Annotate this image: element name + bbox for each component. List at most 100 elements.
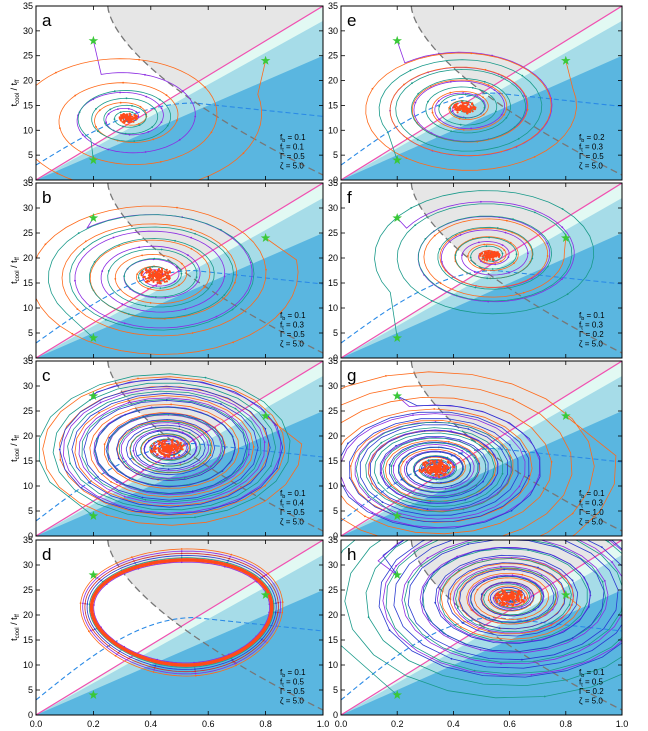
- start-star-0: [88, 391, 99, 400]
- attractor-core-point: [119, 118, 122, 122]
- y-tick-label: 5: [333, 328, 338, 338]
- trajectory-marker: [406, 137, 408, 140]
- y-tick-label: 35: [23, 178, 33, 188]
- attractor-core-point: [444, 472, 447, 475]
- attractor-core-point: [156, 281, 159, 284]
- start-star-0: [392, 570, 402, 579]
- trajectory-marker: [83, 248, 85, 251]
- dark-region-overlay: [341, 55, 622, 180]
- attractor-core-point: [521, 600, 524, 603]
- trajectory-marker: [480, 593, 483, 596]
- param-sub: t: [581, 504, 583, 510]
- trajectory-marker: [480, 200, 482, 203]
- trajectory-marker: [178, 425, 181, 428]
- trajectory-marker: [135, 111, 138, 113]
- attractor-core-point: [168, 455, 171, 458]
- trajectory-marker: [147, 287, 149, 290]
- trajectory-marker: [74, 94, 77, 97]
- trajectory-marker: [270, 465, 272, 467]
- param-value: = 0.5: [284, 152, 305, 161]
- trajectory-marker: [144, 498, 147, 501]
- y-tick-label: 15: [23, 456, 33, 466]
- param-value: = 0.5: [284, 687, 305, 696]
- trajectory-marker: [190, 247, 193, 250]
- trajectory-marker: [74, 279, 76, 282]
- trajectory-marker: [127, 107, 130, 110]
- trajectory-marker: [510, 509, 513, 512]
- trajectory-marker: [131, 556, 133, 559]
- trajectory-marker: [277, 601, 280, 604]
- trajectory-marker: [191, 490, 194, 493]
- trajectory-2: [88, 557, 275, 668]
- trajectory-marker: [122, 457, 125, 460]
- trajectory-marker: [479, 648, 482, 651]
- attractor-core-point: [175, 446, 178, 449]
- trajectory-marker: [97, 130, 99, 133]
- trajectory-marker: [167, 468, 170, 471]
- param-value: = 0.3: [583, 499, 604, 508]
- attractor-core-point: [150, 269, 153, 272]
- trajectory-marker: [58, 448, 61, 451]
- trajectory-marker: [500, 113, 503, 116]
- y-tick-label: 30: [328, 26, 338, 36]
- trajectory-marker: [109, 108, 112, 111]
- trajectory-marker: [267, 572, 269, 575]
- trajectory-marker: [183, 477, 186, 479]
- trajectory-marker: [56, 172, 59, 175]
- trajectory-marker: [234, 662, 236, 665]
- trajectory-marker: [493, 89, 496, 91]
- dark-region-overlay: [341, 233, 622, 358]
- trajectory-marker: [119, 91, 121, 94]
- attractor-core-point: [157, 446, 160, 450]
- trajectory-marker: [155, 285, 158, 287]
- y-axis-label: tcool / tff: [9, 257, 21, 284]
- start-star-0: [88, 570, 99, 579]
- attractor-core-point: [508, 596, 511, 599]
- trajectory-marker: [469, 256, 472, 259]
- attractor-core-point: [148, 272, 151, 275]
- attractor-core-point: [166, 272, 170, 275]
- attractor-core-point: [161, 439, 165, 442]
- trajectory-marker: [519, 587, 522, 590]
- trajectory-marker: [126, 123, 128, 126]
- attractor-core-point: [466, 112, 469, 115]
- trajectory-marker: [81, 133, 84, 136]
- y-tick-label: 10: [328, 125, 338, 135]
- param-label: fb = 0.1: [280, 668, 306, 679]
- attractor-core-point: [161, 444, 164, 447]
- panel-frame: [340, 5, 623, 181]
- trajectory-marker: [136, 273, 139, 276]
- attractor-core-point: [449, 461, 452, 465]
- attractor-core-point: [512, 599, 515, 602]
- pink-line: [36, 361, 323, 536]
- param-name: f: [280, 143, 283, 152]
- trajectory-marker: [409, 69, 412, 72]
- panel-frame: [340, 182, 623, 359]
- param-name: f: [579, 143, 582, 152]
- trajectory-marker: [123, 322, 126, 325]
- attractor-core-point: [481, 257, 484, 260]
- attractor-core-point: [481, 255, 484, 258]
- attractor-core-point: [149, 449, 152, 452]
- trajectory-marker: [110, 481, 112, 483]
- start-star-2: [88, 690, 99, 699]
- trajectory-marker: [84, 602, 86, 605]
- attractor-core-point: [463, 102, 466, 105]
- start-star-0: [392, 391, 402, 400]
- attractor-core-point: [165, 280, 168, 283]
- attractor-core-point: [501, 590, 504, 594]
- dashed-blue-curve: [36, 269, 323, 344]
- trajectory-marker: [170, 457, 173, 459]
- trajectory-marker: [456, 607, 459, 609]
- attractor-core-point: [484, 256, 487, 259]
- param-label: ζ = 5.0: [280, 340, 304, 349]
- y-tick-label: 25: [23, 406, 33, 416]
- attractor-core-point: [122, 116, 125, 119]
- x-tick-label: 0.4: [145, 719, 158, 729]
- start-star-2: [392, 690, 402, 699]
- start-star-1: [561, 590, 571, 599]
- attractor-core-point: [487, 255, 490, 258]
- trajectory-marker: [561, 208, 564, 210]
- trajectory-marker: [531, 257, 534, 260]
- param-value: = 0.3: [583, 143, 604, 152]
